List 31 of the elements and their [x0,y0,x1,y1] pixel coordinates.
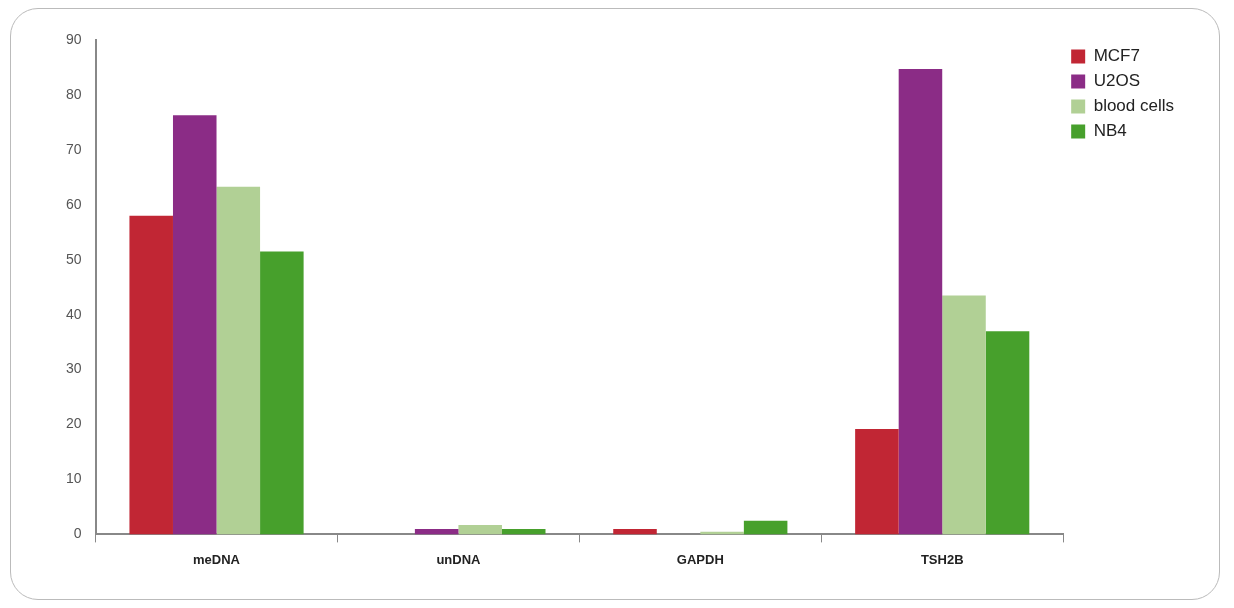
legend-label: MCF7 [1093,46,1140,66]
y-tick-label: 90 [65,30,82,47]
x-tick-label: TSH2B [920,551,964,567]
legend-label: U2OS [1093,71,1140,91]
legend-label: blood cells [1093,96,1174,116]
y-tick-label: 50 [65,250,82,267]
bar [172,115,217,535]
bar [898,69,943,535]
x-tick-label: unDNA [436,551,482,567]
bar [260,251,304,535]
y-tick-label: 30 [65,360,82,377]
x-tick-label: meDNA [193,551,241,567]
bar [942,295,986,535]
y-tick-label: 0 [73,525,82,542]
bar [613,528,657,535]
y-tick-label: 60 [65,195,82,212]
x-tick-label: GAPDH [676,551,724,567]
bar [129,215,173,535]
bar [216,186,261,535]
bar [855,428,899,535]
y-tick-label: 80 [65,85,82,102]
legend-label: NB4 [1093,121,1127,141]
y-tick-label: 40 [65,305,82,322]
bar [985,331,1030,535]
y-tick-label: 20 [65,415,82,432]
y-tick-label: 70 [65,140,82,157]
bar [743,520,788,535]
bar [501,528,546,535]
bar [458,525,502,535]
y-tick-label: 10 [65,470,82,487]
bar [414,528,459,535]
